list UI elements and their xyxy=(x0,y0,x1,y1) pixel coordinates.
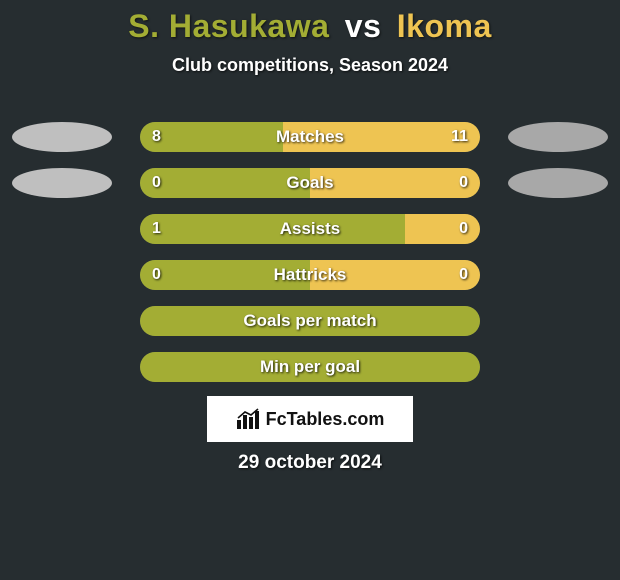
stat-bar: Goals per match xyxy=(140,306,480,336)
stat-row: Goals0 0 xyxy=(0,166,620,212)
stat-value-left: 0 xyxy=(152,168,161,198)
stat-value-right: 0 xyxy=(459,214,468,244)
stat-row: Matches8 11 xyxy=(0,120,620,166)
stage: S. Hasukawa vs Ikoma Club competitions, … xyxy=(0,0,620,580)
date-label: 29 october 2024 xyxy=(0,452,620,474)
stat-row: Min per goal xyxy=(0,350,620,396)
stat-value-left: 8 xyxy=(152,122,161,152)
stat-bar: Goals0 0 xyxy=(140,168,480,198)
stat-bar: Hattricks0 0 xyxy=(140,260,480,290)
stat-bar: Matches8 11 xyxy=(140,122,480,152)
stat-value-right: 0 xyxy=(459,260,468,290)
indicator-dot-left xyxy=(12,168,112,198)
stat-label: Goals per match xyxy=(140,306,480,336)
stat-value-left: 0 xyxy=(152,260,161,290)
stat-row: Hattricks0 0 xyxy=(0,258,620,304)
page-title: S. Hasukawa vs Ikoma xyxy=(0,0,620,45)
stat-label: Matches xyxy=(140,122,480,152)
stat-label: Assists xyxy=(140,214,480,244)
stat-label: Min per goal xyxy=(140,352,480,382)
stats-container: Matches811Goals00Assists10Hattricks00Goa… xyxy=(0,120,620,396)
stat-row: Goals per match xyxy=(0,304,620,350)
stat-value-right: 11 xyxy=(451,122,468,152)
brand-badge: FcTables.com xyxy=(207,396,413,442)
title-player1: S. Hasukawa xyxy=(128,8,329,44)
chart-icon xyxy=(236,408,262,430)
stat-label: Goals xyxy=(140,168,480,198)
indicator-dot-left xyxy=(12,122,112,152)
indicator-dot-right xyxy=(508,122,608,152)
subtitle: Club competitions, Season 2024 xyxy=(0,55,620,76)
stat-value-left: 1 xyxy=(152,214,161,244)
title-vs: vs xyxy=(345,8,382,44)
title-player2: Ikoma xyxy=(397,8,492,44)
stat-row: Assists1 0 xyxy=(0,212,620,258)
stat-bar: Min per goal xyxy=(140,352,480,382)
stat-label: Hattricks xyxy=(140,260,480,290)
stat-bar: Assists1 0 xyxy=(140,214,480,244)
indicator-dot-right xyxy=(508,168,608,198)
stat-value-right: 0 xyxy=(459,168,468,198)
brand-text: FcTables.com xyxy=(266,409,385,430)
